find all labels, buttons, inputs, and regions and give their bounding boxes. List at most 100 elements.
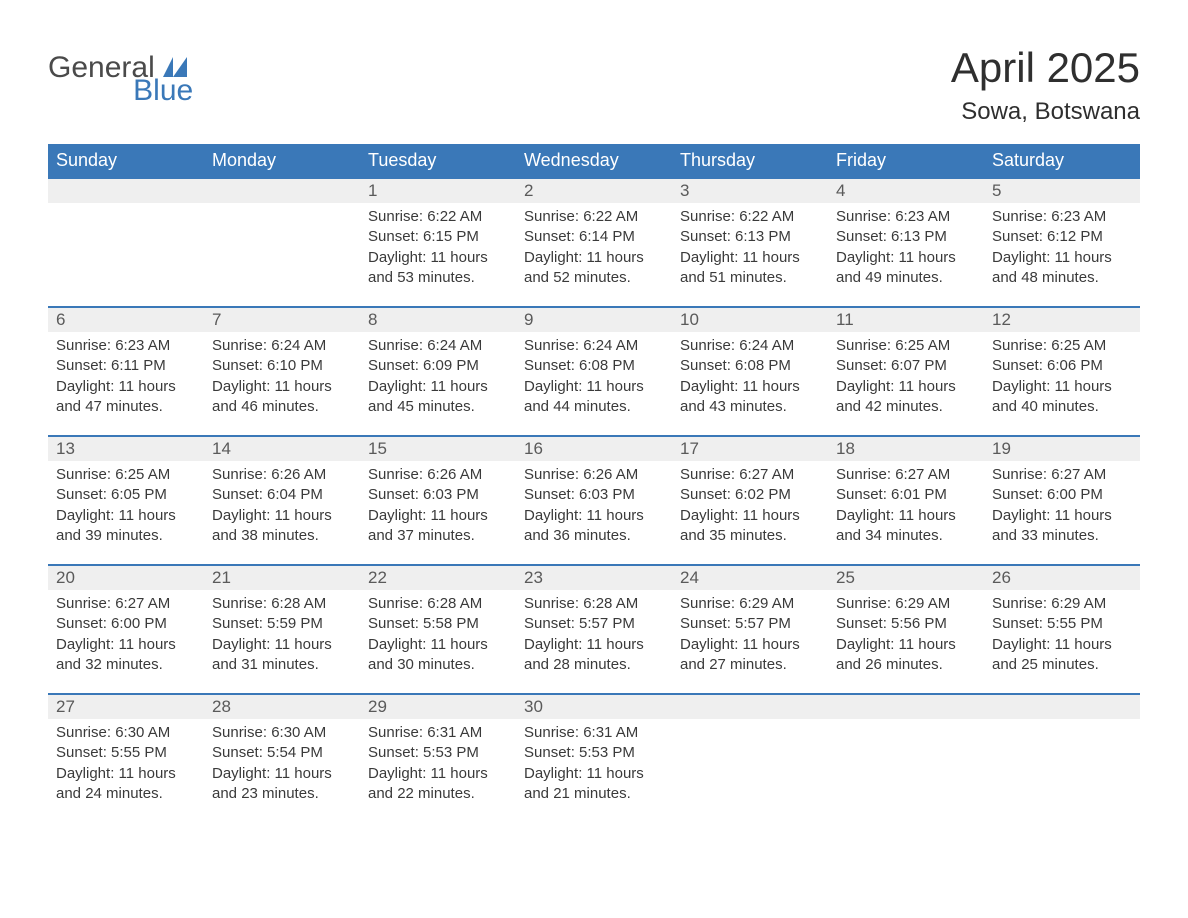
- day-sr-line: Sunrise: 6:27 AM: [680, 465, 820, 485]
- day-content-cell: Sunrise: 6:27 AMSunset: 6:01 PMDaylight:…: [828, 461, 984, 565]
- day-sr-line: Sunrise: 6:24 AM: [680, 336, 820, 356]
- day-number-cell: [48, 178, 204, 203]
- day-d1-line: Daylight: 11 hours: [524, 764, 664, 784]
- day-d1-line: Daylight: 11 hours: [368, 764, 508, 784]
- day-number-cell: 2: [516, 178, 672, 203]
- day-number-cell: 28: [204, 694, 360, 719]
- day-number: 7: [212, 310, 221, 329]
- day-number-cell: 23: [516, 565, 672, 590]
- day-number: 30: [524, 697, 543, 716]
- day-number: 11: [836, 310, 854, 329]
- day-ss-line: Sunset: 5:56 PM: [836, 614, 976, 634]
- day-d2-line: and 26 minutes.: [836, 655, 976, 675]
- day-ss-line: Sunset: 5:55 PM: [992, 614, 1132, 634]
- day-sr-line: Sunrise: 6:22 AM: [368, 207, 508, 227]
- day-ss-line: Sunset: 5:57 PM: [524, 614, 664, 634]
- day-number-cell: 5: [984, 178, 1140, 203]
- day-number-cell: 25: [828, 565, 984, 590]
- page-header: General Blue April 2025 Sowa, Botswana: [48, 44, 1140, 126]
- day-sr-line: Sunrise: 6:24 AM: [524, 336, 664, 356]
- day-content-cell: Sunrise: 6:30 AMSunset: 5:55 PMDaylight:…: [48, 719, 204, 823]
- weekday-header: Sunday: [48, 144, 204, 178]
- day-d1-line: Daylight: 11 hours: [212, 506, 352, 526]
- day-d1-line: Daylight: 11 hours: [524, 635, 664, 655]
- day-d2-line: and 28 minutes.: [524, 655, 664, 675]
- day-ss-line: Sunset: 5:53 PM: [368, 743, 508, 763]
- day-ss-line: Sunset: 5:55 PM: [56, 743, 196, 763]
- day-sr-line: Sunrise: 6:29 AM: [836, 594, 976, 614]
- day-number-cell: 15: [360, 436, 516, 461]
- day-ss-line: Sunset: 6:05 PM: [56, 485, 196, 505]
- day-ss-line: Sunset: 6:07 PM: [836, 356, 976, 376]
- day-d2-line: and 39 minutes.: [56, 526, 196, 546]
- day-d1-line: Daylight: 11 hours: [836, 248, 976, 268]
- day-sr-line: Sunrise: 6:30 AM: [212, 723, 352, 743]
- day-d2-line: and 37 minutes.: [368, 526, 508, 546]
- day-number-cell: [984, 694, 1140, 719]
- day-sr-line: Sunrise: 6:29 AM: [992, 594, 1132, 614]
- day-content-cell: Sunrise: 6:24 AMSunset: 6:09 PMDaylight:…: [360, 332, 516, 436]
- day-number: 2: [524, 181, 533, 200]
- day-content-cell: Sunrise: 6:26 AMSunset: 6:03 PMDaylight:…: [360, 461, 516, 565]
- day-d1-line: Daylight: 11 hours: [212, 635, 352, 655]
- day-content-cell: Sunrise: 6:28 AMSunset: 5:57 PMDaylight:…: [516, 590, 672, 694]
- day-number-cell: 11: [828, 307, 984, 332]
- day-number: 25: [836, 568, 855, 587]
- day-number-cell: 9: [516, 307, 672, 332]
- day-d2-line: and 33 minutes.: [992, 526, 1132, 546]
- day-content-cell: [984, 719, 1140, 823]
- day-ss-line: Sunset: 6:00 PM: [992, 485, 1132, 505]
- day-d1-line: Daylight: 11 hours: [992, 377, 1132, 397]
- day-content-cell: Sunrise: 6:24 AMSunset: 6:10 PMDaylight:…: [204, 332, 360, 436]
- title-block: April 2025 Sowa, Botswana: [951, 44, 1140, 126]
- weekday-header-row: Sunday Monday Tuesday Wednesday Thursday…: [48, 144, 1140, 178]
- location-label: Sowa, Botswana: [951, 98, 1140, 126]
- day-number-cell: 17: [672, 436, 828, 461]
- day-ss-line: Sunset: 6:14 PM: [524, 227, 664, 247]
- day-ss-line: Sunset: 5:59 PM: [212, 614, 352, 634]
- day-number-cell: 20: [48, 565, 204, 590]
- day-d2-line: and 42 minutes.: [836, 397, 976, 417]
- day-sr-line: Sunrise: 6:28 AM: [212, 594, 352, 614]
- day-sr-line: Sunrise: 6:28 AM: [368, 594, 508, 614]
- day-number: 13: [56, 439, 75, 458]
- day-d1-line: Daylight: 11 hours: [524, 248, 664, 268]
- day-ss-line: Sunset: 6:10 PM: [212, 356, 352, 376]
- day-content-cell: [672, 719, 828, 823]
- day-content-row: Sunrise: 6:30 AM Sunset: 5:55 PM Daylight:…: [48, 719, 1140, 823]
- day-ss-line: Sunset: 5:53 PM: [524, 743, 664, 763]
- day-number: 22: [368, 568, 387, 587]
- day-d1-line: Daylight: 11 hours: [992, 506, 1132, 526]
- month-title: April 2025: [951, 44, 1140, 92]
- day-d2-line: and 22 minutes.: [368, 784, 508, 804]
- day-ss-line: Sunset: 6:13 PM: [680, 227, 820, 247]
- day-content-cell: [204, 203, 360, 307]
- weekday-header: Wednesday: [516, 144, 672, 178]
- day-d1-line: Daylight: 11 hours: [368, 248, 508, 268]
- day-d2-line: and 40 minutes.: [992, 397, 1132, 417]
- day-sr-line: Sunrise: 6:27 AM: [56, 594, 196, 614]
- day-d1-line: Daylight: 11 hours: [368, 377, 508, 397]
- day-content-cell: Sunrise: 6:28 AMSunset: 5:58 PMDaylight:…: [360, 590, 516, 694]
- day-d2-line: and 46 minutes.: [212, 397, 352, 417]
- day-content-cell: Sunrise: 6:25 AMSunset: 6:06 PMDaylight:…: [984, 332, 1140, 436]
- day-number: 19: [992, 439, 1011, 458]
- day-ss-line: Sunset: 6:09 PM: [368, 356, 508, 376]
- calendar-table: Sunday Monday Tuesday Wednesday Thursday…: [48, 144, 1140, 823]
- day-number: 3: [680, 181, 689, 200]
- day-content-cell: Sunrise: 6:27 AMSunset: 6:02 PMDaylight:…: [672, 461, 828, 565]
- day-number: 17: [680, 439, 699, 458]
- day-sr-line: Sunrise: 6:23 AM: [992, 207, 1132, 227]
- day-d1-line: Daylight: 11 hours: [680, 506, 820, 526]
- day-number-cell: 24: [672, 565, 828, 590]
- day-content-cell: Sunrise: 6:27 AMSunset: 6:00 PMDaylight:…: [48, 590, 204, 694]
- day-number-cell: 19: [984, 436, 1140, 461]
- day-number-cell: 12: [984, 307, 1140, 332]
- day-number: 9: [524, 310, 533, 329]
- day-content-row: Sunrise: 6:22 AMSunset: 6:15 PMDaylight:…: [48, 203, 1140, 307]
- day-number: 24: [680, 568, 699, 587]
- day-content-cell: Sunrise: 6:26 AMSunset: 6:04 PMDaylight:…: [204, 461, 360, 565]
- day-number-cell: 10: [672, 307, 828, 332]
- day-number-row: 6789101112: [48, 307, 1140, 332]
- day-d2-line: and 35 minutes.: [680, 526, 820, 546]
